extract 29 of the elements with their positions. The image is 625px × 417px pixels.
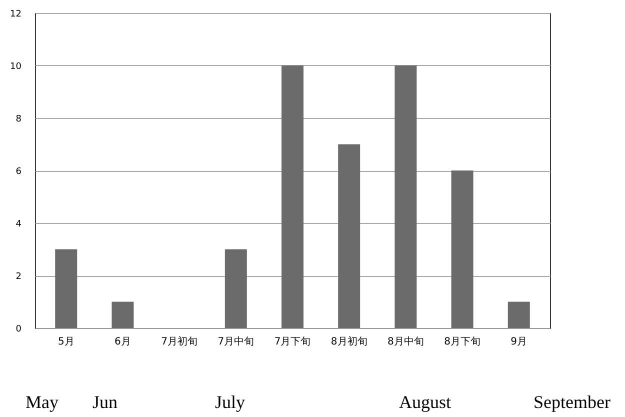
- text: September: [534, 392, 610, 413]
- x-tick-label: 8月中旬: [388, 336, 424, 348]
- bar: [338, 144, 360, 328]
- y-tick-label: 2: [16, 272, 22, 282]
- y-tick-label: 6: [16, 167, 22, 177]
- text: August: [398, 392, 452, 413]
- x-tick-label: 8月下旬: [444, 336, 480, 348]
- y-tick-label: 0: [16, 324, 22, 334]
- text: May: [26, 392, 58, 413]
- y-tick-label: 10: [10, 62, 22, 72]
- bar: [55, 249, 78, 328]
- bar: [394, 66, 417, 328]
- x-tick-label: 7月下旬: [274, 336, 311, 348]
- x-tick-label: 8月初旬: [330, 336, 368, 348]
- x-tick-label: 7月中旬: [218, 336, 254, 348]
- text: Jun: [92, 392, 118, 413]
- y-tick-label: 8: [16, 114, 22, 124]
- x-tick-label: 7月初旬: [161, 336, 198, 348]
- y-tick-label: 12: [10, 10, 22, 20]
- bar: [224, 249, 247, 328]
- x-tick-label: 9月: [510, 336, 528, 348]
- bar: [112, 302, 134, 328]
- bar: [508, 302, 530, 328]
- y-tick-label: 4: [16, 220, 22, 230]
- text: July: [214, 392, 246, 413]
- x-tick-label: 6月: [114, 336, 131, 348]
- bar: [451, 170, 474, 328]
- bar: [282, 66, 304, 328]
- x-tick-label: 5月: [58, 336, 74, 348]
